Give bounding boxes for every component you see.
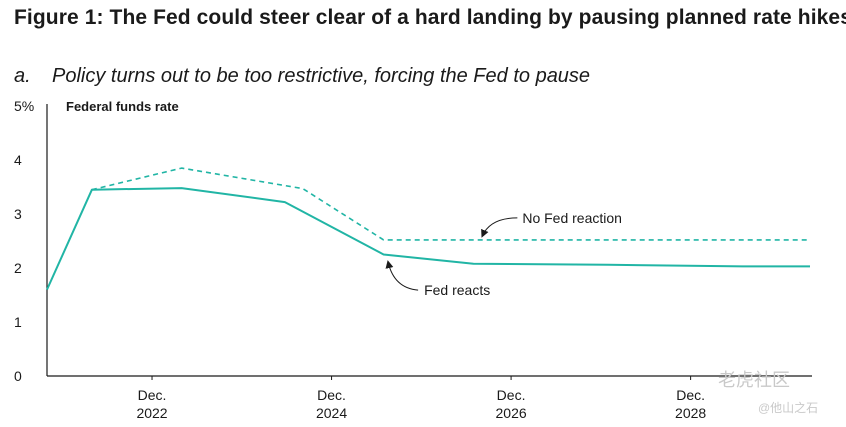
annotation-arrow-fed-reacts [385, 260, 419, 291]
y-axis-ticks: 0 1 2 3 4 5% Federal funds rate [14, 98, 179, 384]
panel-title-text: Policy turns out to be too restrictive, … [52, 65, 591, 87]
y-tick-label: 0 [14, 368, 22, 384]
y-tick-label: 1 [14, 314, 22, 330]
x-tick-label-year: 2028 [675, 405, 706, 421]
chart-annotations: No Fed reaction Fed reacts [385, 210, 622, 298]
x-tick-label-year: 2022 [136, 405, 167, 421]
series-line-fed-reacts [46, 187, 810, 291]
panel-label: a. [14, 65, 31, 87]
figure-title: Figure 1: The Fed could steer clear of a… [14, 6, 846, 29]
x-tick-label-year: 2026 [496, 405, 527, 421]
x-tick-label-month: Dec. [138, 387, 167, 403]
y-axis-label: Federal funds rate [66, 99, 179, 114]
watermark: 老虎社区 [718, 370, 790, 390]
y-tick-label: 4 [14, 152, 22, 168]
chart-axes [46, 104, 812, 377]
y-tick-label: 5% [14, 98, 34, 114]
panel-title: a. Policy turns out to be too restrictive… [14, 65, 590, 88]
x-tick-label-month: Dec. [497, 387, 526, 403]
x-tick-label-year: 2024 [316, 405, 347, 421]
annotation-arrow-no-fed-reaction [481, 217, 518, 238]
y-tick-label: 3 [14, 206, 22, 222]
x-tick-label-month: Dec. [317, 387, 346, 403]
series-line-no-fed-reaction [91, 167, 810, 241]
annotation-fed-reacts: Fed reacts [424, 282, 490, 298]
y-tick-label: 2 [14, 260, 22, 276]
chart-series [46, 167, 810, 291]
annotation-no-fed-reaction: No Fed reaction [522, 210, 622, 226]
x-tick-label-month: Dec. [676, 387, 705, 403]
watermark-sub: @他山之石 [758, 401, 819, 415]
